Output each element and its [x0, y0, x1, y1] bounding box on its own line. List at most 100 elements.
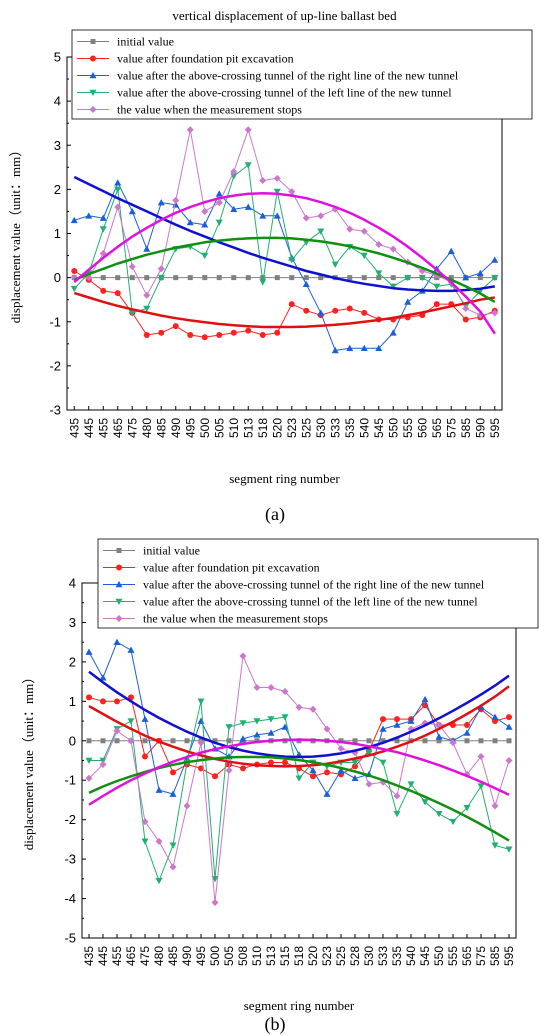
data-point: [337, 766, 345, 774]
data-point: [141, 838, 149, 845]
data-point: [253, 684, 261, 692]
data-point: [186, 218, 194, 226]
data-point: [360, 344, 368, 352]
x-tick-label: 528: [348, 946, 362, 966]
data-point: [476, 269, 484, 277]
data-point: [295, 775, 303, 782]
data-point: [143, 305, 151, 313]
data-point: [143, 245, 151, 252]
data-point: [491, 274, 499, 282]
y-tick-label: 2: [54, 182, 61, 197]
data-point: [393, 810, 401, 818]
data-point: [169, 842, 177, 849]
x-tick-label: 545: [418, 946, 432, 966]
data-point: [436, 738, 442, 744]
data-point: [129, 275, 135, 281]
legend-label: value after foundation pit excavation: [143, 561, 320, 575]
trend-line: [88, 670, 510, 759]
x-tick-label: 513: [241, 418, 255, 438]
data-point: [170, 769, 176, 776]
data-point: [477, 783, 485, 790]
legend-label: value after foundation pit excavation: [117, 52, 294, 66]
data-point: [433, 301, 440, 308]
y-tick-label: 4: [54, 94, 61, 109]
data-point: [211, 899, 219, 906]
x-tick-label: 520: [270, 418, 284, 438]
data-point: [239, 735, 247, 742]
data-point: [231, 275, 237, 281]
x-tick-label: 495: [194, 946, 208, 966]
series-2: [85, 638, 513, 797]
chart-b: vertical displacement of down-line balla…: [21, 538, 539, 1035]
data-point: [407, 781, 415, 788]
y-tick-label: 3: [69, 615, 76, 630]
data-point: [100, 275, 106, 281]
data-point: [226, 738, 232, 744]
data-point: [309, 705, 317, 713]
y-tick-label: 3: [54, 138, 61, 153]
data-point: [259, 177, 267, 185]
y-tick-label: -1: [64, 773, 76, 788]
data-point: [244, 162, 252, 169]
data-point: [390, 275, 396, 281]
trend-line: [73, 192, 496, 335]
data-point: [375, 344, 383, 352]
legend-label: the value when the measurement stops: [143, 612, 328, 626]
data-point: [201, 221, 209, 228]
data-point: [100, 698, 106, 705]
x-tick-label: 555: [446, 946, 460, 966]
data-point: [379, 725, 387, 732]
data-point: [351, 774, 359, 782]
data-point: [143, 291, 151, 299]
x-tick-label: 518: [292, 946, 306, 966]
data-point: [172, 201, 180, 208]
data-point: [114, 698, 120, 705]
data-point: [273, 212, 281, 219]
data-point: [281, 714, 289, 721]
legend-marker: [116, 564, 122, 571]
data-point: [281, 723, 289, 730]
data-point: [505, 757, 513, 764]
x-tick-label: 500: [198, 418, 212, 438]
data-point: [201, 207, 209, 215]
data-point: [477, 753, 485, 761]
data-point: [394, 738, 400, 744]
data-point: [380, 716, 386, 723]
x-tick-label: 533: [328, 418, 342, 438]
x-tick-label: 480: [152, 946, 166, 966]
data-point: [70, 285, 78, 293]
data-point: [127, 718, 135, 725]
legend-marker: [89, 106, 97, 113]
series-line: [89, 701, 510, 883]
x-tick-label: 475: [138, 946, 152, 966]
data-point: [365, 749, 373, 757]
data-point: [253, 731, 261, 738]
data-point: [288, 188, 296, 196]
data-point: [389, 245, 397, 253]
y-tick-label: 1: [54, 226, 61, 241]
data-point: [361, 309, 368, 316]
data-point: [128, 263, 136, 271]
data-point: [187, 275, 193, 281]
data-point: [128, 310, 136, 317]
x-tick-label: 565: [430, 418, 444, 438]
data-point: [462, 305, 470, 313]
data-point: [352, 763, 358, 770]
data-point: [115, 275, 121, 281]
data-point: [317, 309, 325, 316]
y-tick-label: -3: [64, 852, 76, 867]
data-point: [389, 329, 397, 336]
data-point: [169, 863, 177, 871]
series-line: [74, 128, 495, 316]
data-point: [99, 760, 107, 768]
data-point: [144, 275, 150, 281]
x-tick-label: 523: [285, 418, 299, 438]
data-point: [99, 214, 107, 221]
data-point: [310, 773, 316, 780]
data-point: [281, 687, 289, 695]
data-point: [347, 275, 353, 281]
data-point: [114, 203, 122, 211]
x-tick-label: 540: [404, 946, 418, 966]
x-tick-label: 565: [460, 946, 474, 966]
data-point: [462, 274, 470, 281]
